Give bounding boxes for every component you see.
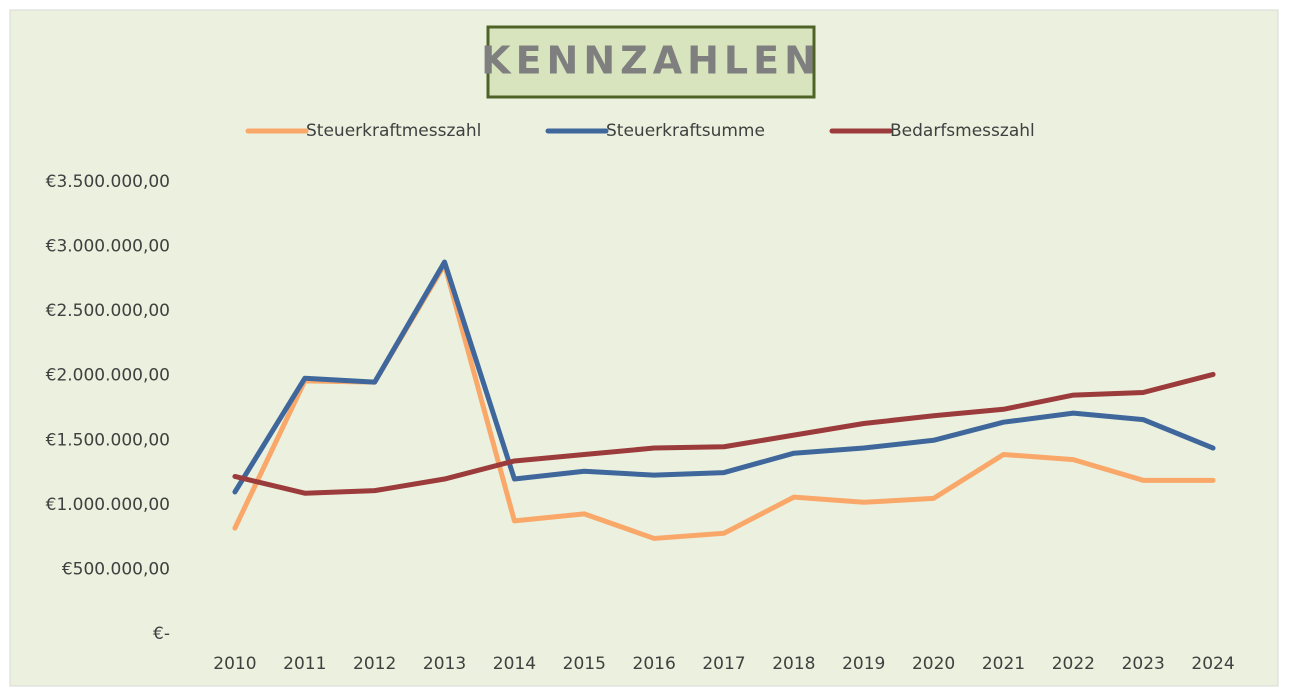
y-tick-label: €- bbox=[153, 624, 170, 644]
series-line bbox=[232, 259, 1216, 495]
y-tick-label: €1.500.000,00 bbox=[46, 430, 170, 450]
x-tick-label: 2021 bbox=[982, 654, 1025, 674]
x-tick-label: 2012 bbox=[353, 654, 396, 674]
x-tick-label: 2018 bbox=[772, 654, 815, 674]
y-tick-label: €500.000,00 bbox=[62, 559, 170, 579]
y-tick-label: €1.000.000,00 bbox=[46, 495, 170, 515]
title-box bbox=[486, 25, 816, 99]
x-tick-label: 2014 bbox=[493, 654, 536, 674]
x-tick-label: 2013 bbox=[423, 654, 466, 674]
y-tick-label: €2.000.000,00 bbox=[46, 366, 170, 386]
y-tick-label: €2.500.000,00 bbox=[46, 301, 170, 321]
x-tick-label: 2019 bbox=[842, 654, 885, 674]
chart-title: KENNZAHLEN bbox=[481, 39, 821, 83]
x-tick-label: 2011 bbox=[283, 654, 326, 674]
x-tick-label: 2023 bbox=[1122, 654, 1165, 674]
legend-label: Steuerkraftmesszahl bbox=[306, 121, 481, 141]
x-tick-label: 2024 bbox=[1191, 654, 1234, 674]
y-tick-label: €3.500.000,00 bbox=[46, 172, 170, 192]
x-tick-label: 2015 bbox=[563, 654, 606, 674]
x-tick-label: 2017 bbox=[702, 654, 745, 674]
legend-label: Steuerkraftsumme bbox=[606, 121, 765, 141]
series-line bbox=[232, 371, 1216, 496]
x-tick-label: 2010 bbox=[213, 654, 256, 674]
chart-area bbox=[9, 9, 1279, 687]
legend-label: Bedarfsmesszahl bbox=[890, 121, 1035, 141]
x-tick-label: 2022 bbox=[1052, 654, 1095, 674]
x-tick-label: 2016 bbox=[633, 654, 676, 674]
x-tick-label: 2020 bbox=[912, 654, 955, 674]
y-tick-label: €3.000.000,00 bbox=[46, 237, 170, 257]
